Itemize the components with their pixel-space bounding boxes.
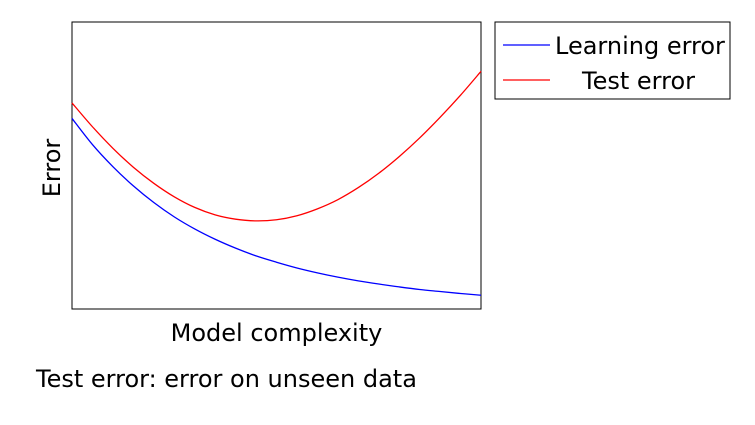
- legend-frame: [494, 21, 731, 100]
- x-axis-label: Model complexity: [171, 319, 383, 347]
- legend-label-test-error: Test error: [581, 67, 695, 95]
- series-layer: [71, 70, 482, 296]
- legend: Learning error Test error: [494, 21, 731, 100]
- legend-label-learning-error: Learning error: [555, 32, 725, 60]
- plot-area-frame: [71, 21, 482, 310]
- y-axis-label: Error: [38, 139, 66, 198]
- caption-text: Test error: error on unseen data: [36, 365, 417, 393]
- series-line-learning-error: [71, 118, 482, 296]
- series-line-test-error: [71, 70, 482, 222]
